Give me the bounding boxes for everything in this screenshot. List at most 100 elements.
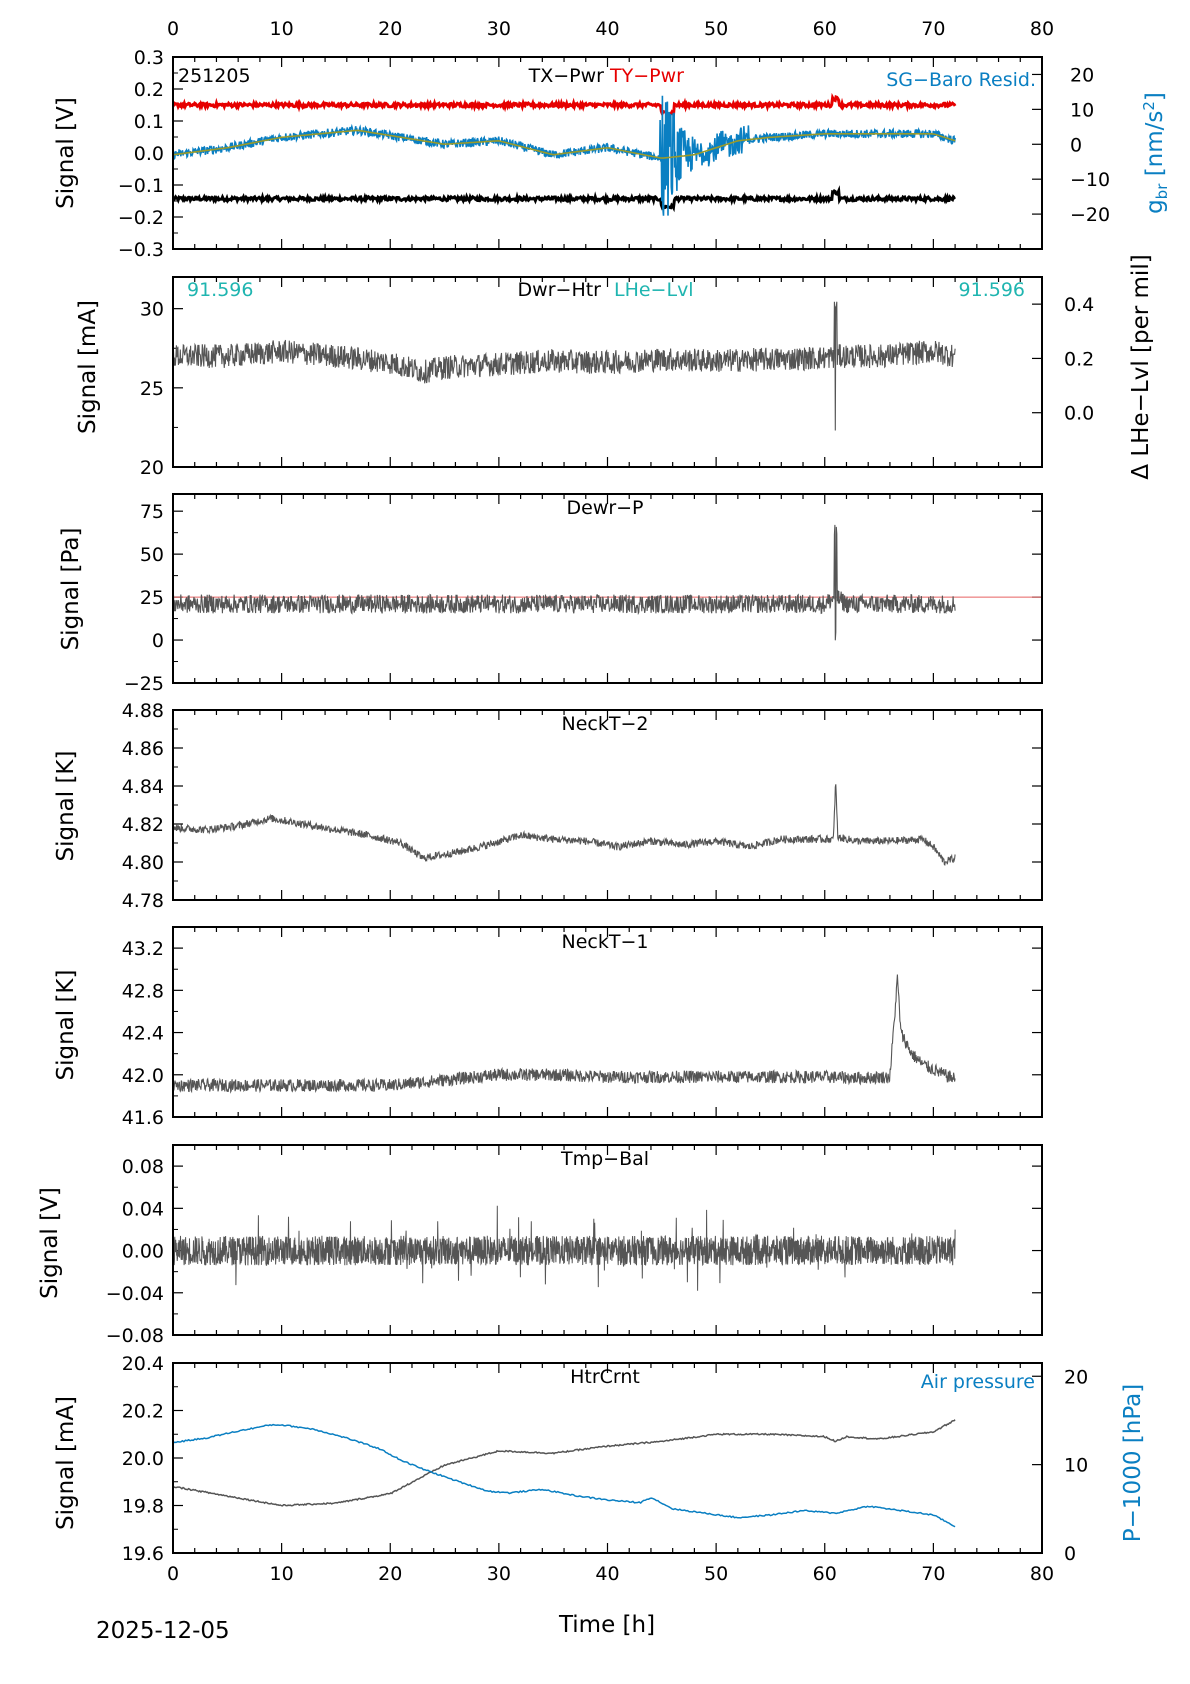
y-tick-label: 4.84 xyxy=(122,776,164,798)
plot-frame xyxy=(172,1144,1043,1336)
y-tick-label: 0 xyxy=(152,630,164,652)
y2-tick-label: 20 xyxy=(1070,64,1094,86)
lhe-level-left-value: 91.596 xyxy=(187,279,253,301)
series-htrcrnt xyxy=(173,1419,956,1507)
date-label: 2025-12-05 xyxy=(96,1618,230,1644)
panel-htrcrnt: HtrCrnt Air pressure Signal [mA] P−1000 … xyxy=(53,1353,1146,1565)
series-dwr-htr xyxy=(173,301,956,431)
y2-tick-label: 0.2 xyxy=(1064,348,1094,370)
legend-air-pressure: Air pressure xyxy=(921,1371,1035,1393)
y-tick-label: 20.4 xyxy=(122,1353,164,1375)
plot-area xyxy=(173,301,956,431)
series-air-pressure xyxy=(173,1423,956,1528)
plot-area xyxy=(173,1205,956,1291)
x-tick-label-bottom: 60 xyxy=(813,1563,837,1585)
x-tick-label-bottom: 50 xyxy=(704,1563,728,1585)
series-ty-pwr xyxy=(173,92,957,118)
y-tick-label: 4.88 xyxy=(122,700,164,722)
y-tick-label: 42.8 xyxy=(122,980,164,1002)
panel-title-htrcrnt: HtrCrnt xyxy=(570,1366,640,1388)
y-tick-label: 43.2 xyxy=(122,938,164,960)
x-tick-label-top: 70 xyxy=(921,18,945,40)
y-tick-label: −0.1 xyxy=(118,175,164,197)
legend-sg-baro-resid: SG−Baro Resid. xyxy=(886,69,1036,91)
y-axis-label-signal-ma: Signal [mA] xyxy=(75,300,101,434)
panel-dwr-htr: Dwr−Htr LHe−Lvl 91.596 91.596 Signal [mA… xyxy=(75,254,1154,479)
x-tick-label-top: 80 xyxy=(1030,18,1054,40)
y2-tick-label: 0 xyxy=(1070,134,1082,156)
panel-dewr-p: Dewr−P Signal [Pa] 75 50 25 0 −25 xyxy=(58,493,1043,695)
x-tick-label-top: 40 xyxy=(595,18,619,40)
panel-title-neckt-1: NeckT−1 xyxy=(562,931,649,953)
panel-title-lhe-lvl: LHe−Lvl xyxy=(614,279,694,301)
panel-title-tx-pwr: TX−Pwr xyxy=(528,65,605,87)
y2-tick-label: 10 xyxy=(1064,1455,1088,1477)
x-tick-label-top: 60 xyxy=(813,18,837,40)
panel-tx-ty-pwr: 251205 TX−Pwr TY−Pwr SG−Baro Resid. Sign… xyxy=(53,47,1171,261)
plot-frame xyxy=(172,493,1043,684)
plot-frame xyxy=(172,926,1043,1118)
plot-area xyxy=(173,974,956,1094)
series-tmp-bal xyxy=(173,1205,956,1291)
plot-frame xyxy=(172,56,1043,250)
series-dewr-p xyxy=(173,524,956,641)
panel-title-dwr-htr: Dwr−Htr xyxy=(518,279,602,301)
y2-tick-label: 20 xyxy=(1064,1366,1088,1388)
x-tick-label-top: 30 xyxy=(487,18,511,40)
series-sg-baro-resid xyxy=(173,95,956,216)
y-tick-label: 75 xyxy=(140,501,164,523)
y-tick-label: 20 xyxy=(140,457,164,479)
y2-axis-label-gbr: gbr [nm/s2] xyxy=(1140,92,1171,214)
y-axis-label-signal-k: Signal [K] xyxy=(53,970,79,1081)
y-tick-label: 25 xyxy=(140,378,164,400)
y-tick-label: −25 xyxy=(124,673,164,695)
plot-frame xyxy=(172,276,1043,468)
y-tick-label: 0.1 xyxy=(134,111,164,133)
y-axis-label-signal-v: Signal [V] xyxy=(37,1187,63,1299)
panel-annotation-date: 251205 xyxy=(178,65,251,87)
y-tick-label: 0.04 xyxy=(122,1198,164,1220)
panel-title-tmp-bal: Tmp−Bal xyxy=(560,1148,649,1170)
y-tick-label: −0.08 xyxy=(106,1325,164,1347)
plot-area xyxy=(173,784,956,867)
panel-tmp-bal: Tmp−Bal Signal [V] 0.08 0.04 0.00 −0.04 −0.0… xyxy=(37,1144,1043,1347)
y-tick-label: −0.3 xyxy=(118,239,164,261)
panel-neckt-1: NeckT−1 Signal [K] 43.2 42.8 42.4 42.0 41.6 xyxy=(53,926,1043,1129)
y-tick-label: 0.0 xyxy=(134,143,164,165)
y-tick-label: 42.4 xyxy=(122,1023,164,1045)
y-tick-label: 0.2 xyxy=(134,79,164,101)
lhe-level-right-value: 91.596 xyxy=(959,279,1025,301)
y-tick-label: −0.2 xyxy=(118,207,164,229)
panel-title-neckt-2: NeckT−2 xyxy=(562,713,649,735)
series-sg-smooth xyxy=(173,129,956,159)
plot-area xyxy=(173,1419,956,1528)
y2-tick-label: 0.0 xyxy=(1064,403,1094,425)
y-tick-label: 4.86 xyxy=(122,738,164,760)
y-axis-label-signal-v: Signal [V] xyxy=(53,97,79,209)
x-tick-label-top: 20 xyxy=(378,18,402,40)
x-tick-label-bottom: 70 xyxy=(921,1563,945,1585)
y-axis-label-signal-pa: Signal [Pa] xyxy=(58,528,84,651)
y-tick-label: 41.6 xyxy=(122,1107,164,1129)
plot-area xyxy=(173,524,1042,641)
y2-tick-label: −10 xyxy=(1070,169,1110,191)
plot-area xyxy=(173,92,957,216)
plot-frame xyxy=(172,709,1043,901)
plot-frame xyxy=(172,1362,1043,1554)
y-tick-label: 19.8 xyxy=(122,1496,164,1518)
x-tick-label-top: 50 xyxy=(704,18,728,40)
y-axis-label-signal-k: Signal [K] xyxy=(53,751,79,862)
y-tick-label: 42.0 xyxy=(122,1065,164,1087)
y2-axis-label-p1000: P−1000 [hPa] xyxy=(1120,1384,1146,1542)
y-tick-label: 30 xyxy=(140,299,164,321)
bottom-time-axis: 0 10 20 30 40 50 60 70 80 xyxy=(167,1563,1054,1585)
x-tick-label-bottom: 80 xyxy=(1030,1563,1054,1585)
y2-tick-label: −20 xyxy=(1070,204,1110,226)
y-tick-label: 0.08 xyxy=(122,1156,164,1178)
y-axis-label-signal-ma: Signal [mA] xyxy=(53,1396,79,1530)
x-tick-label-bottom: 30 xyxy=(487,1563,511,1585)
y-tick-label: 50 xyxy=(140,544,164,566)
y-tick-label: 25 xyxy=(140,587,164,609)
x-tick-label-bottom: 0 xyxy=(167,1563,179,1585)
